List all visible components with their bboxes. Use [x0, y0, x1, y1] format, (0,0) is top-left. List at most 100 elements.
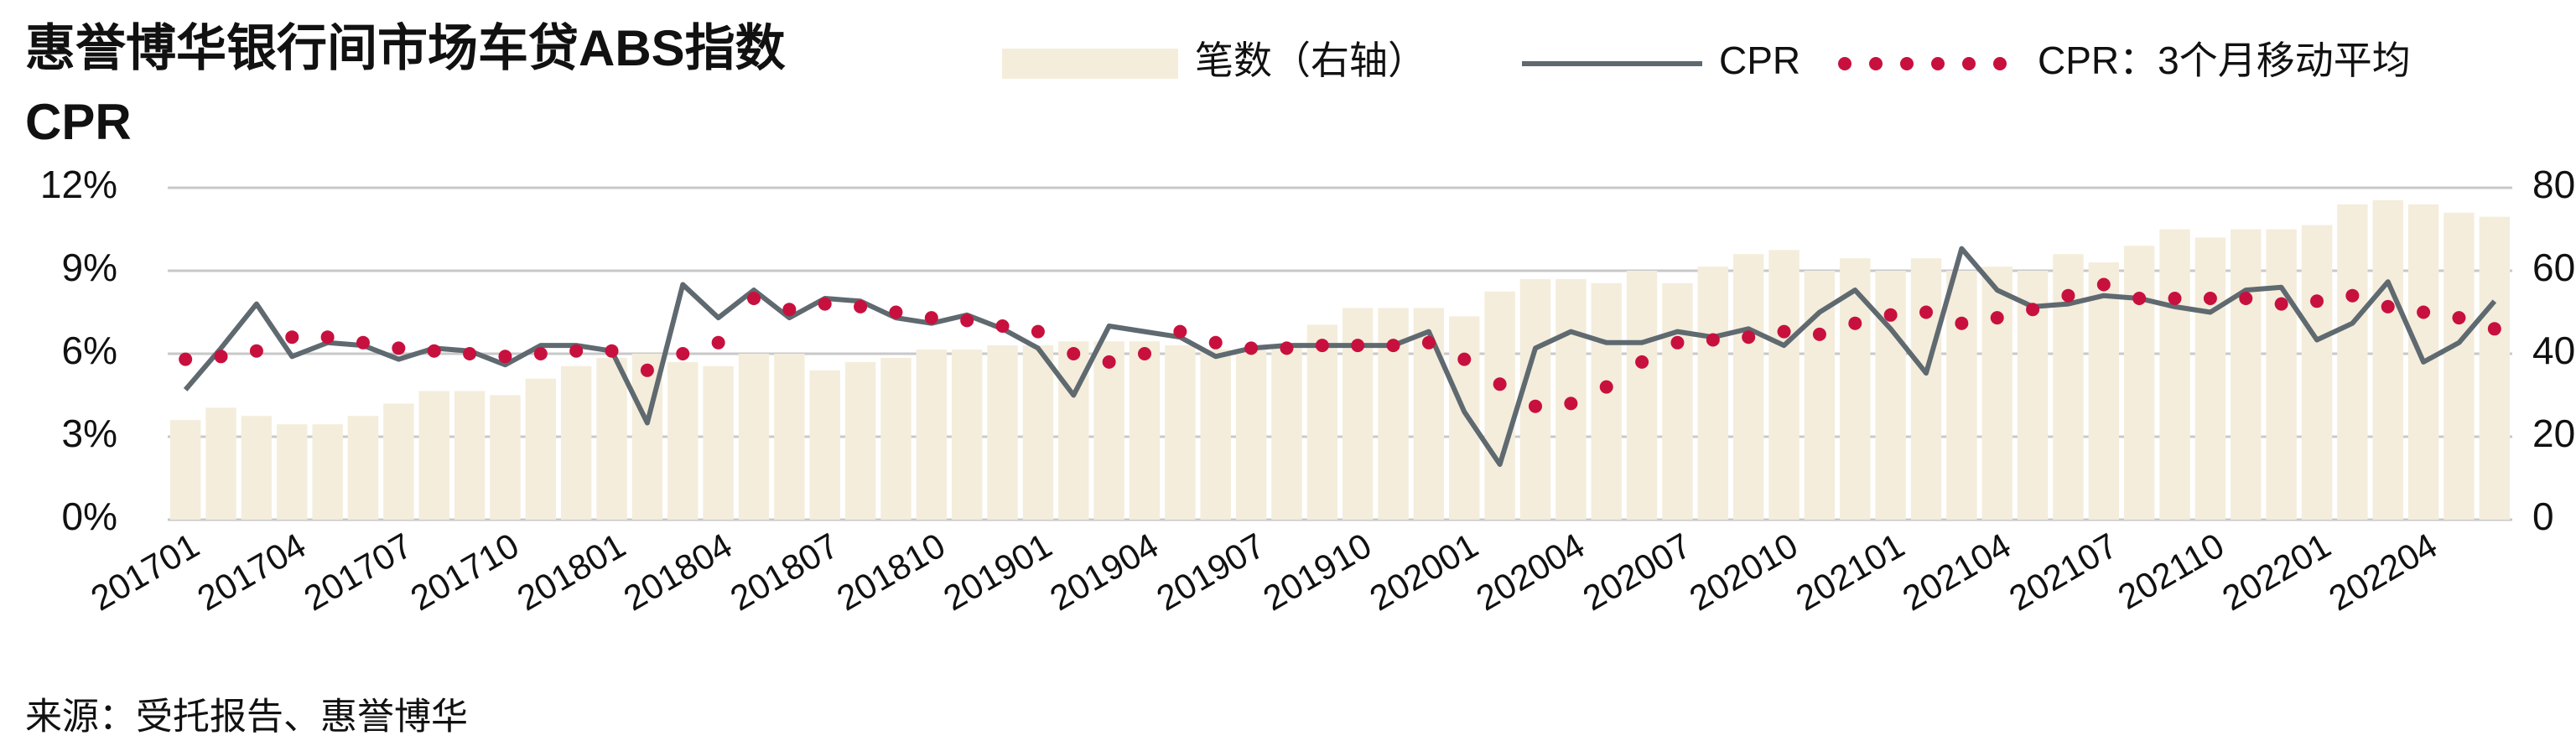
bar: [277, 424, 308, 520]
y-tick-label: 9%: [62, 246, 117, 289]
ma-dot: [285, 330, 299, 345]
x-tick-label: 201701: [84, 526, 205, 619]
ma-dot: [1529, 399, 1542, 413]
ma-dot: [1848, 316, 1862, 330]
x-tick-label: 201804: [617, 526, 739, 619]
ma-dot: [533, 347, 548, 360]
ma-dot: [2310, 294, 2324, 308]
y2-tick-label: 80: [2532, 163, 2575, 206]
bar: [2337, 204, 2368, 521]
legend-swatch: [1900, 57, 1914, 70]
ma-dot: [1670, 335, 1685, 350]
x-tick-label: 201704: [190, 526, 312, 619]
legend-swatch: [1962, 57, 1976, 70]
x-tick-label: 202101: [1789, 526, 1911, 619]
x-tick-label: 202201: [2215, 526, 2337, 619]
bar: [2088, 262, 2120, 520]
bar: [1910, 258, 1942, 520]
ma-dot: [1706, 333, 1720, 347]
y-tick-label: 0%: [62, 495, 117, 538]
bar: [418, 391, 449, 520]
x-tick-label: 201810: [830, 526, 952, 619]
bar: [2123, 246, 2155, 520]
ma-dot: [1031, 324, 1045, 339]
x-tick-label: 202104: [1896, 526, 2018, 619]
ma-dot: [1173, 324, 1187, 339]
bar: [1058, 341, 1089, 520]
bar: [809, 370, 840, 520]
ma-dot: [854, 299, 868, 313]
bar: [1626, 271, 1658, 520]
bar: [1732, 254, 1764, 520]
bar: [1591, 282, 1622, 520]
ma-dot: [2452, 311, 2466, 325]
ma-dot: [1564, 396, 1578, 411]
x-tick-label: 201801: [511, 526, 632, 619]
ma-dot: [1635, 355, 1649, 369]
bar: [2444, 212, 2475, 520]
ma-dot: [676, 347, 690, 360]
x-tick-label: 201807: [724, 526, 845, 619]
bar: [1519, 278, 1551, 520]
bar: [1981, 267, 2012, 520]
bar: [1306, 324, 1338, 520]
ma-dot: [2274, 297, 2288, 311]
legend-label: CPR: [1719, 39, 1800, 82]
legend-swatch: [1993, 57, 2007, 70]
y2-tick-label: 60: [2532, 246, 2575, 289]
ma-dot: [1351, 339, 1365, 353]
ma-dot: [2487, 322, 2501, 336]
ma-dot: [1493, 377, 1507, 391]
bar: [454, 391, 486, 520]
x-tick-label: 201710: [404, 526, 526, 619]
bar: [1022, 345, 1054, 520]
ma-dot: [2026, 303, 2040, 317]
bar: [2301, 225, 2333, 520]
bar: [703, 365, 734, 520]
bar: [1165, 345, 1196, 520]
bar: [774, 354, 805, 520]
ma-dot: [2381, 299, 2395, 313]
bar: [1129, 341, 1161, 520]
bar: [596, 357, 627, 520]
ma-dot: [2168, 292, 2182, 305]
x-tick-label: 202204: [2322, 526, 2444, 619]
ma-dot: [1067, 347, 1081, 360]
bar: [1946, 271, 1977, 520]
ma-dot: [1386, 339, 1400, 353]
ma-dot: [605, 344, 619, 358]
legend-label: 笔数（右轴）: [1195, 39, 1426, 82]
bar: [2372, 199, 2403, 520]
legend-swatch: [1002, 49, 1178, 79]
chart-title: CPR: [25, 94, 132, 150]
bar: [1093, 341, 1124, 520]
x-tick-label: 202107: [2002, 526, 2124, 619]
ma-dot: [2061, 288, 2075, 303]
bar: [1697, 267, 1729, 520]
ma-dot: [1955, 316, 1969, 330]
legend-swatch: [1869, 57, 1883, 70]
bar: [169, 420, 201, 520]
ma-dot: [1244, 341, 1259, 355]
bar: [1200, 350, 1231, 520]
bar: [1875, 271, 1906, 520]
ma-dot: [1742, 330, 1756, 345]
ma-dot: [1883, 308, 1898, 322]
chart-title: 惠誉博华银行间市场车贷ABS指数: [25, 20, 786, 76]
ma-dot: [1599, 380, 1613, 394]
x-tick-label: 201901: [937, 526, 1058, 619]
ma-dot: [249, 344, 263, 358]
ma-dot: [1102, 355, 1116, 369]
ma-dot: [818, 297, 832, 311]
ma-dot: [1138, 347, 1151, 360]
ma-dot: [1777, 324, 1791, 339]
bar: [1449, 316, 1480, 520]
bar: [1235, 350, 1267, 520]
source: 来源：受托报告、惠誉博华: [25, 697, 468, 738]
ma-dot: [1280, 341, 1294, 355]
ma-dot: [782, 303, 797, 317]
bar: [2266, 229, 2297, 520]
ma-dot: [1315, 339, 1329, 353]
bar: [312, 424, 343, 520]
